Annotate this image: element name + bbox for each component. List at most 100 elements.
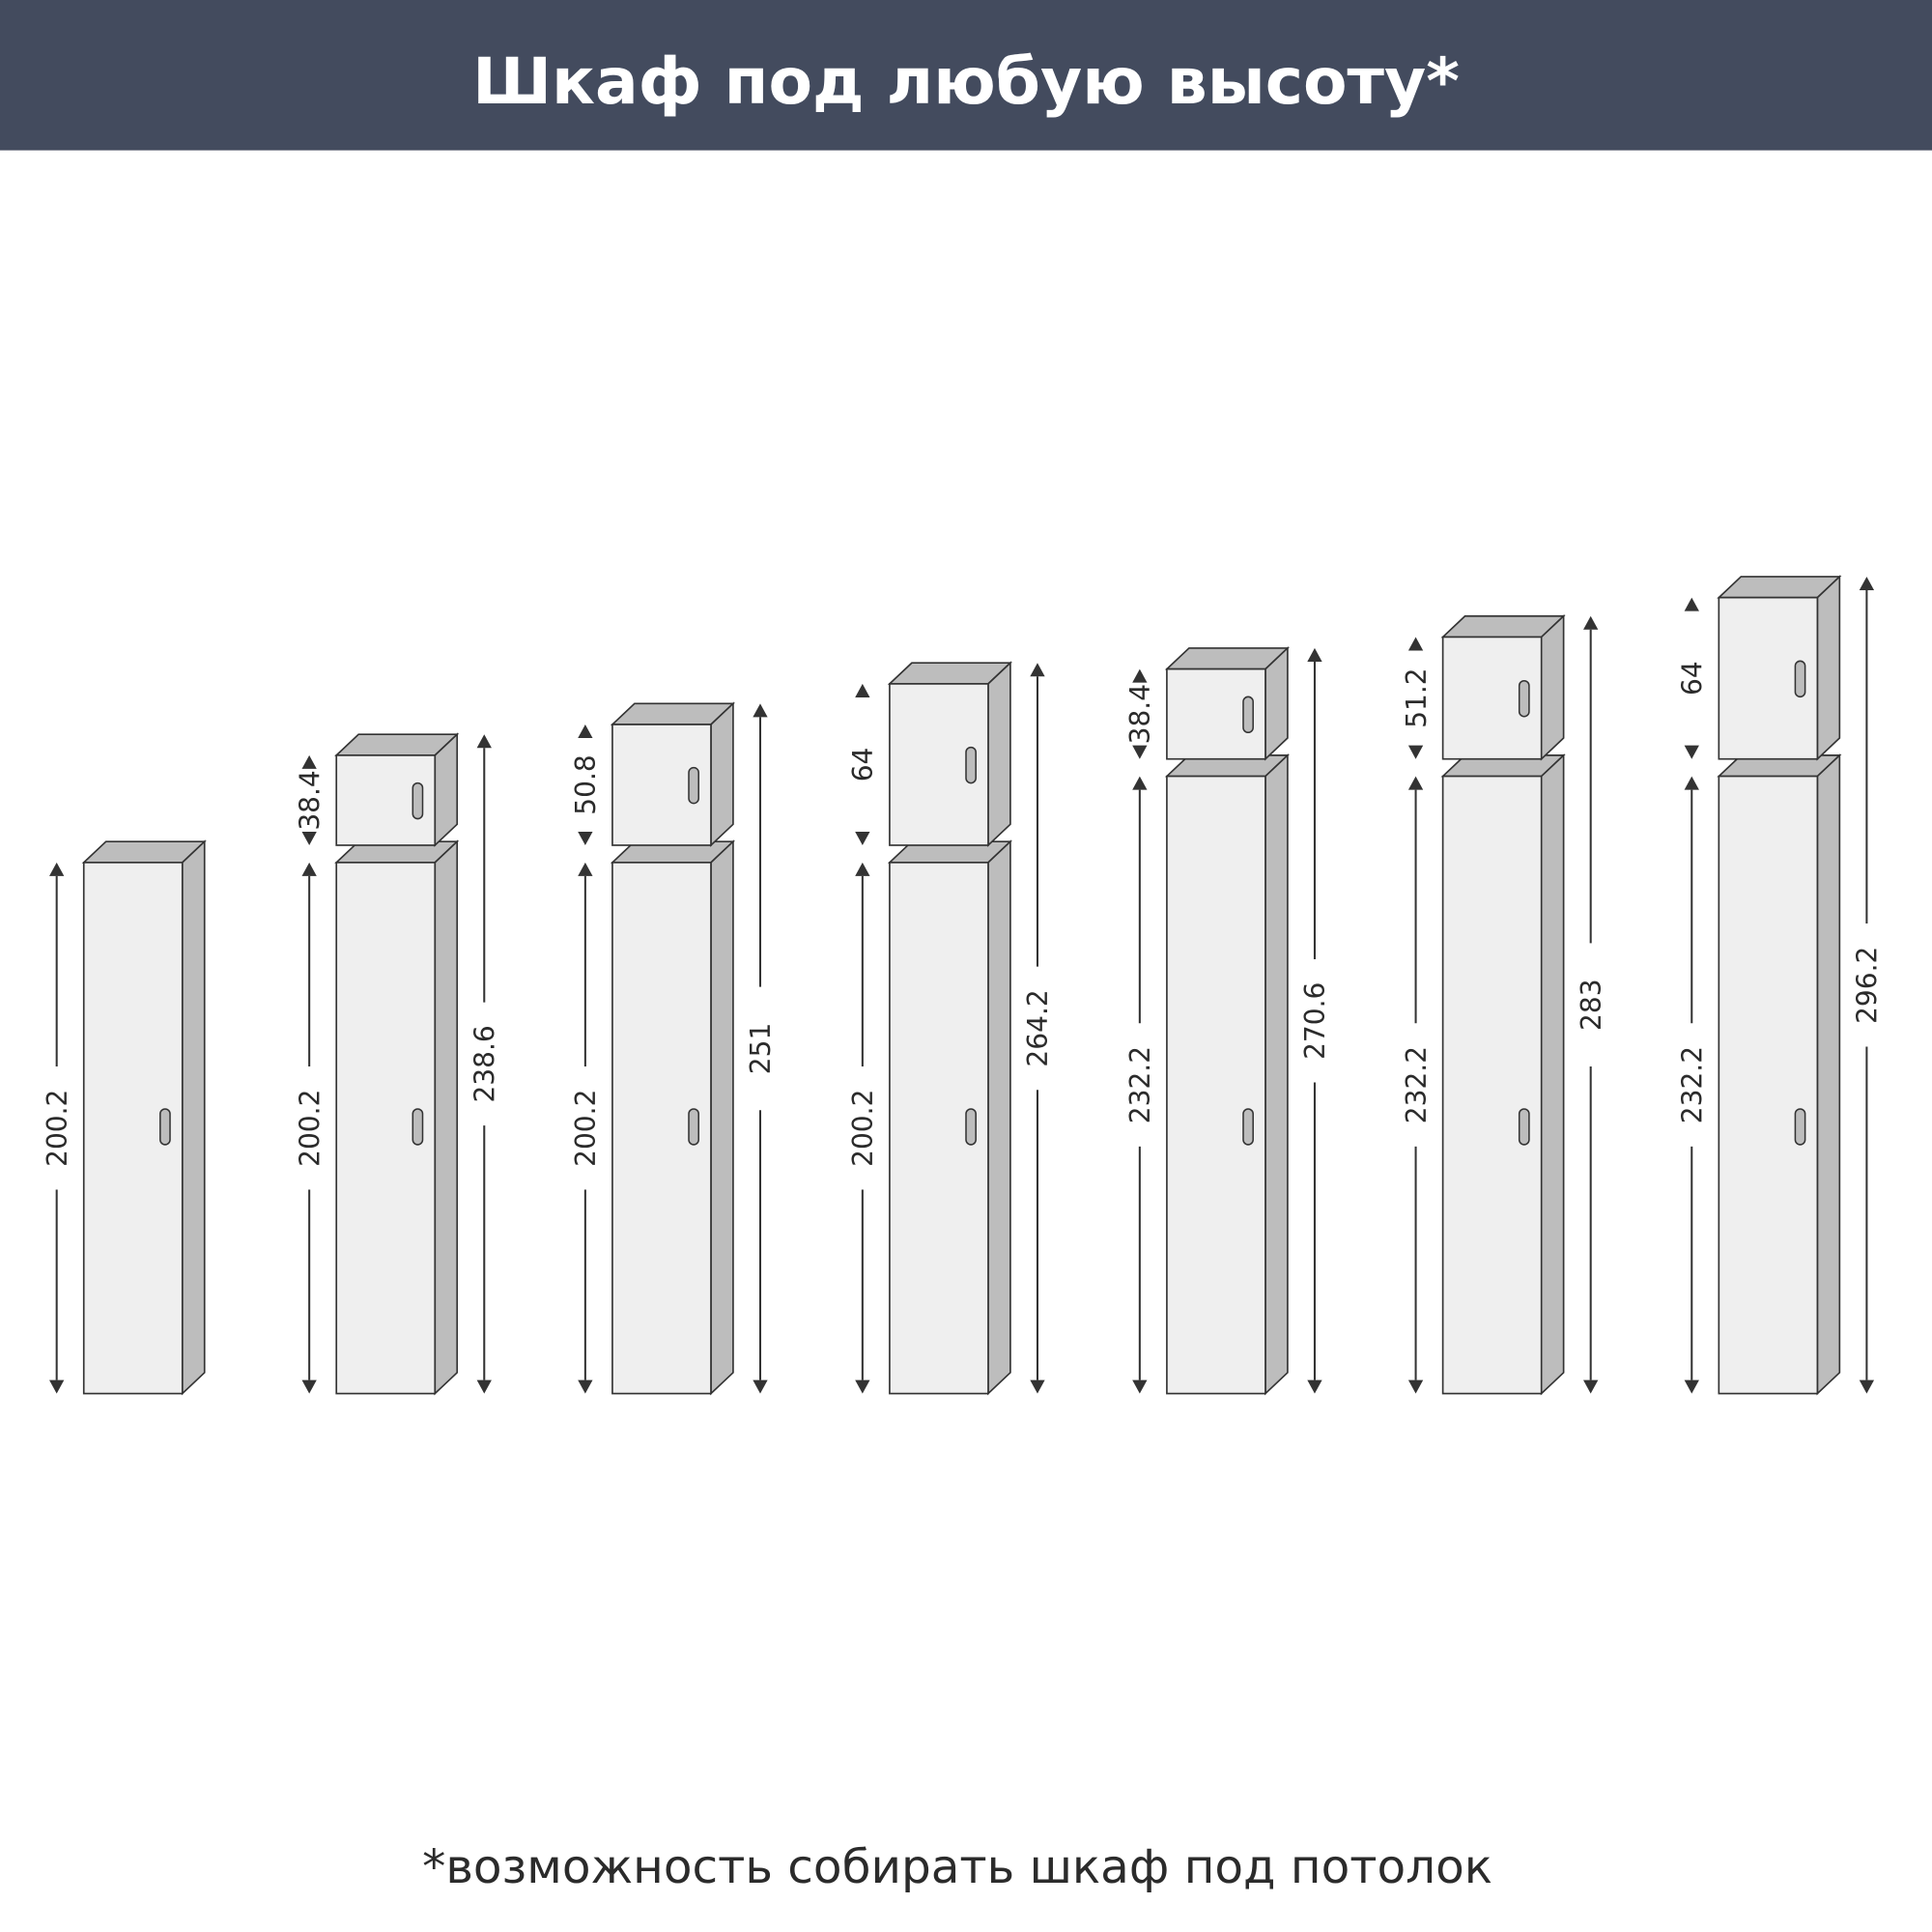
arrow-down-icon xyxy=(301,831,317,845)
arrow-down-icon xyxy=(476,1379,492,1394)
arrow-up-icon xyxy=(1407,776,1424,790)
dimension-line: 64 xyxy=(1676,597,1708,759)
cabinet-1: 200.2 xyxy=(42,839,207,1396)
door-handle-icon xyxy=(1794,1108,1806,1146)
upper-cabinet xyxy=(610,701,736,847)
dimension-line: 51.2 xyxy=(1401,637,1433,759)
arrow-up-icon xyxy=(578,724,593,739)
dimension-label: 232.2 xyxy=(1124,1046,1156,1123)
arrow-up-icon xyxy=(1132,776,1148,790)
dimension-line: 50.8 xyxy=(570,724,602,845)
box-front xyxy=(1166,775,1266,1395)
lower-cabinet xyxy=(81,839,207,1396)
upper-cabinet xyxy=(1440,613,1566,761)
dimension-label: 50.8 xyxy=(570,754,602,814)
dimension-line: 238.6 xyxy=(469,734,500,1394)
lower-cabinet xyxy=(610,839,736,1396)
arrow-down-icon xyxy=(301,1379,317,1394)
dimension-line: 296.2 xyxy=(1852,576,1884,1394)
arrow-down-icon xyxy=(578,831,593,845)
cabinet-6: 232.2 51.2 283 xyxy=(1401,613,1607,1396)
dimension-label: 270.6 xyxy=(1299,982,1331,1060)
arrow-down-icon xyxy=(1132,1379,1148,1394)
box-side xyxy=(987,839,1011,1396)
arrow-up-icon xyxy=(301,754,317,769)
box-side xyxy=(710,839,734,1396)
door-handle-icon xyxy=(965,1108,977,1146)
dimension-label: 200.2 xyxy=(847,1090,879,1167)
door-handle-icon xyxy=(1242,1108,1254,1146)
upper-cabinet xyxy=(887,661,1013,847)
arrow-up-icon xyxy=(1684,597,1699,611)
box-side xyxy=(987,661,1011,847)
dimension-label: 283 xyxy=(1576,979,1607,1031)
dimension-line: 232.2 xyxy=(1124,776,1156,1394)
arrow-up-icon xyxy=(476,734,492,749)
dimension-label: 64 xyxy=(847,748,879,782)
upper-cabinet xyxy=(1717,575,1842,761)
arrow-down-icon xyxy=(1583,1379,1599,1394)
dimension-line: 283 xyxy=(1576,615,1607,1394)
dimension-line: 251 xyxy=(745,703,777,1394)
dimension-line: 264.2 xyxy=(1022,663,1054,1394)
arrow-up-icon xyxy=(753,703,768,718)
arrow-down-icon xyxy=(1407,1379,1424,1394)
lower-cabinet xyxy=(1440,753,1566,1396)
box-side xyxy=(1540,753,1565,1396)
upper-cabinet xyxy=(334,732,460,847)
lower-cabinet xyxy=(1164,753,1290,1396)
dimension-line: 64 xyxy=(847,683,879,845)
dimension-label: 200.2 xyxy=(294,1090,326,1167)
door-handle-icon xyxy=(1518,1108,1530,1146)
arrow-up-icon xyxy=(855,862,870,876)
arrow-up-icon xyxy=(301,862,317,876)
cabinet-4: 200.2 64 264.2 xyxy=(847,661,1054,1396)
lower-cabinet xyxy=(334,839,460,1396)
dimension-label: 38.4 xyxy=(1124,684,1156,744)
arrow-up-icon xyxy=(49,862,65,876)
dimension-label: 51.2 xyxy=(1401,668,1433,727)
arrow-down-icon xyxy=(49,1379,65,1394)
dimension-line: 232.2 xyxy=(1676,776,1708,1394)
cabinet-5: 232.2 38.4 270.6 xyxy=(1124,645,1331,1396)
arrow-down-icon xyxy=(1407,745,1424,759)
arrow-down-icon xyxy=(1030,1379,1045,1394)
box-side xyxy=(1264,753,1289,1396)
page-title: Шкаф под любую высоту* xyxy=(472,43,1460,119)
dimension-line: 200.2 xyxy=(847,862,879,1394)
box-side xyxy=(1540,613,1565,761)
door-handle-icon xyxy=(159,1108,171,1146)
dimension-line: 200.2 xyxy=(294,862,326,1394)
arrow-up-icon xyxy=(1030,663,1045,677)
lower-cabinet xyxy=(1717,753,1842,1396)
arrow-up-icon xyxy=(1407,637,1424,651)
box-side xyxy=(1816,753,1841,1396)
cabinet-2: 200.2 38.4 238.6 xyxy=(294,732,500,1396)
arrow-up-icon xyxy=(1684,776,1699,790)
header-bar xyxy=(0,0,1932,151)
box-side xyxy=(181,839,206,1396)
arrow-down-icon xyxy=(753,1379,768,1394)
dimension-label: 232.2 xyxy=(1401,1046,1433,1123)
dimension-label: 200.2 xyxy=(570,1090,602,1167)
arrow-up-icon xyxy=(855,683,870,697)
box-side xyxy=(710,701,734,847)
dimension-label: 238.6 xyxy=(469,1025,500,1102)
dimension-line: 200.2 xyxy=(42,862,73,1394)
lower-cabinet xyxy=(887,839,1013,1396)
arrow-down-icon xyxy=(1684,745,1699,759)
door-handle-icon xyxy=(412,1108,424,1146)
arrow-down-icon xyxy=(578,1379,593,1394)
door-handle-icon xyxy=(688,766,699,805)
door-handle-icon xyxy=(1794,660,1806,698)
dimension-line: 38.4 xyxy=(1124,668,1156,759)
door-handle-icon xyxy=(688,1108,699,1146)
cabinet-3: 200.2 50.8 251 xyxy=(570,701,777,1396)
box-side xyxy=(434,839,459,1396)
box-front xyxy=(1718,775,1819,1395)
door-handle-icon xyxy=(1242,696,1254,734)
arrow-down-icon xyxy=(855,831,870,845)
dimension-label: 200.2 xyxy=(42,1090,73,1167)
dimension-line: 270.6 xyxy=(1299,647,1331,1394)
